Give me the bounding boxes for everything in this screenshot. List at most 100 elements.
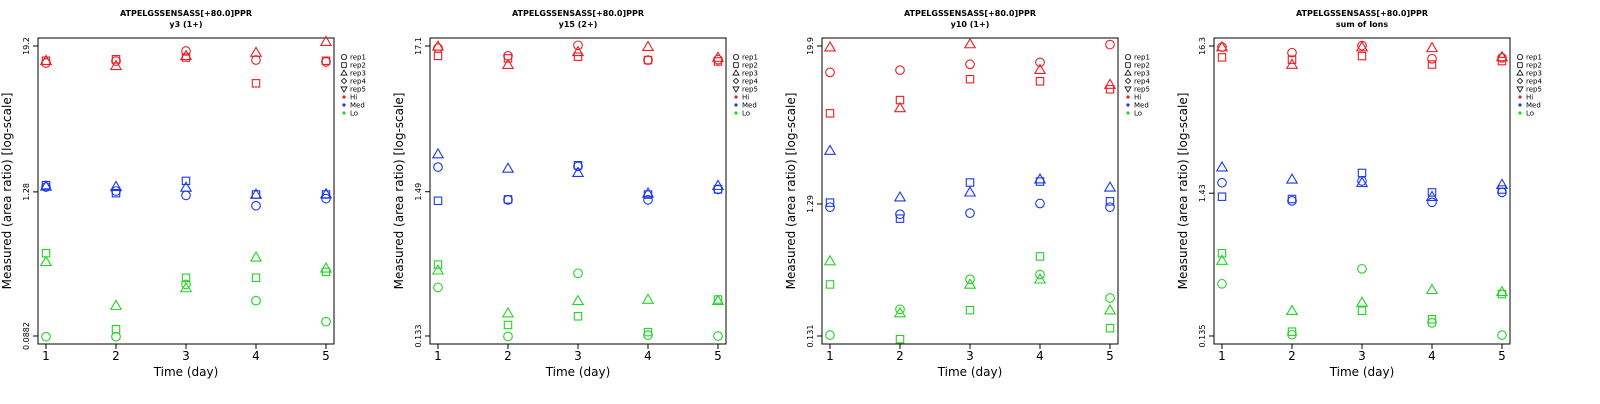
data-point-med-rep1 <box>1105 202 1115 213</box>
y-axis-label: Measured (area ratio) [log-scale] <box>1176 93 1190 290</box>
chart-subtitle: y10 (1+) <box>951 20 990 29</box>
data-point-med-rep2 <box>895 214 905 223</box>
data-point-med-rep3 <box>1033 172 1047 184</box>
legend-dot-hi <box>1518 95 1522 99</box>
data-point-med-rep2 <box>573 161 583 170</box>
data-point-lo-rep1 <box>713 331 723 341</box>
data-point-hi-rep1 <box>895 65 905 75</box>
data-point-med-rep1 <box>1497 187 1507 198</box>
data-point-med-rep2 <box>111 188 121 198</box>
data-point-med-rep2 <box>1217 192 1227 201</box>
data-point-hi-rep2 <box>111 55 121 64</box>
data-point-lo-rep1 <box>825 330 835 340</box>
data-point-hi-rep3 <box>319 35 333 46</box>
data-point-lo-rep1 <box>1287 329 1297 340</box>
legend-label: rep5 <box>350 86 366 94</box>
data-point-med-rep2 <box>1427 188 1437 197</box>
x-tick-label: 2 <box>112 349 120 363</box>
data-point-med-rep3 <box>109 180 123 191</box>
data-point-hi-rep3 <box>1425 41 1439 53</box>
data-point-lo-rep1 <box>965 274 975 285</box>
data-point-med-rep2 <box>1035 177 1045 186</box>
chart-panel-1: ATPELGSSENSASS[+80.0]PPR y3 (1+) 1 2 3 4 5 0.08… <box>0 9 366 379</box>
legend-label: Med <box>1134 102 1149 110</box>
legend-label: rep2 <box>742 62 758 70</box>
x-tick-label: 3 <box>182 349 190 363</box>
data-point-med-rep3 <box>431 147 445 159</box>
data-point-lo-rep2 <box>111 324 121 334</box>
data-point-lo-rep1 <box>251 295 261 306</box>
data-point-med-rep1 <box>433 162 443 172</box>
data-point-lo-rep3 <box>963 278 977 289</box>
legend-dot-med <box>1126 103 1130 107</box>
data-point-med-rep1 <box>251 200 261 211</box>
legend-label: rep1 <box>1134 54 1150 62</box>
x-tick-label: 1 <box>1218 349 1226 363</box>
data-point-lo-rep3 <box>1355 296 1369 307</box>
legend-label: rep1 <box>350 54 366 62</box>
y-axis-label: Measured (area ratio) [log-scale] <box>784 93 798 290</box>
data-point-lo-rep1 <box>41 331 51 342</box>
data-point-lo-rep1 <box>321 316 331 327</box>
data-point-hi-rep1 <box>1105 39 1115 50</box>
x-axis-label: Time (day) <box>545 365 611 379</box>
legend-marker-rep2 <box>1125 62 1131 68</box>
data-point-lo-rep2 <box>1217 249 1227 258</box>
y-tick-label: 19.9 <box>806 37 815 55</box>
data-point-hi-rep3 <box>109 59 123 71</box>
chart-panel-2: ATPELGSSENSASS[+80.0]PPR y15 (2+) 1 2 3 4 5 0.1… <box>392 9 758 379</box>
legend-label: Hi <box>350 94 357 102</box>
chart-title: ATPELGSSENSASS[+80.0]PPR <box>512 9 644 18</box>
data-point-hi-rep3 <box>1285 58 1299 69</box>
legend-dot-med <box>1518 103 1522 107</box>
data-point-hi-rep1 <box>251 55 261 65</box>
data-point-lo-rep1 <box>895 304 905 315</box>
data-point-med-rep1 <box>321 193 331 204</box>
y-tick-label: 17.1 <box>414 37 423 55</box>
legend-dot-lo <box>342 111 346 115</box>
legend-label: rep4 <box>742 78 758 86</box>
data-point-hi-rep2 <box>1035 77 1045 86</box>
data-point-med-rep3 <box>249 188 263 199</box>
data-point-lo-rep1 <box>433 282 443 293</box>
x-axis-label: Time (day) <box>937 365 1003 379</box>
legend-marker-rep5 <box>1516 86 1524 93</box>
chart-subtitle: sum of Ions <box>1336 20 1389 29</box>
data-point-lo-rep2 <box>643 327 653 337</box>
data-point-lo-rep3 <box>39 255 53 267</box>
data-point-lo-rep3 <box>571 294 585 306</box>
data-point-lo-rep2 <box>1105 323 1115 333</box>
data-point-lo-rep1 <box>643 330 653 340</box>
legend-marker-rep5 <box>732 86 740 93</box>
data-point-med-rep3 <box>823 144 837 155</box>
x-tick-label: 2 <box>504 349 512 363</box>
data-point-hi-rep2 <box>1427 60 1437 69</box>
data-point-lo-rep1 <box>111 331 121 342</box>
legend-label: rep2 <box>350 62 366 70</box>
data-point-lo-rep1 <box>1497 330 1507 340</box>
data-point-med-rep3 <box>1495 178 1509 189</box>
data-point-med-rep1 <box>41 182 51 192</box>
data-point-hi-rep2 <box>965 74 975 84</box>
legend-dot-lo <box>734 111 738 115</box>
data-point-lo-rep3 <box>1495 285 1509 297</box>
legend-label: rep5 <box>1526 86 1542 94</box>
chart-panel-3: ATPELGSSENSASS[+80.0]PPR y10 (1+) 1 2 3 4 5 0.1… <box>784 9 1150 379</box>
legend-marker-rep5 <box>1124 86 1132 93</box>
legend-dot-med <box>342 103 346 107</box>
legend-marker-rep3 <box>1124 69 1132 76</box>
data-point-med-rep1 <box>643 195 653 205</box>
legend-label: rep1 <box>742 54 758 62</box>
data-point-lo-rep1 <box>503 331 513 342</box>
data-point-hi-rep1 <box>111 56 121 66</box>
legend-label: Med <box>1526 102 1541 110</box>
x-tick-label: 4 <box>1428 349 1436 363</box>
legend-marker-rep5 <box>340 86 348 93</box>
y-tick-label: 0.135 <box>1198 325 1207 348</box>
data-point-lo-rep3 <box>1103 303 1117 315</box>
data-point-med-rep1 <box>1427 197 1437 208</box>
